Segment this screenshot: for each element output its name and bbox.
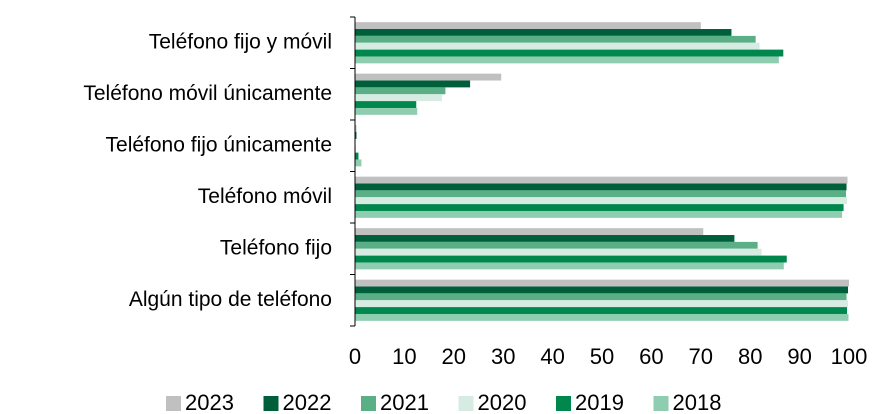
x-tick-label: 80 xyxy=(738,344,762,369)
bar xyxy=(355,190,847,198)
legend-swatch xyxy=(166,396,181,411)
bar xyxy=(355,307,848,314)
category-label: Teléfono móvil únicamente xyxy=(83,82,332,105)
bar xyxy=(355,300,849,308)
x-tick-label: 10 xyxy=(392,344,416,369)
bar xyxy=(355,183,847,191)
legend-swatch xyxy=(653,396,669,411)
bar xyxy=(355,22,701,30)
bar xyxy=(355,87,446,95)
x-tick-label: 100 xyxy=(831,344,868,369)
bar xyxy=(355,101,417,108)
bar xyxy=(355,132,357,139)
legend-label: 2022 xyxy=(283,390,332,414)
bar xyxy=(355,262,784,270)
category-label: Algún tipo de teléfono xyxy=(129,288,332,311)
x-tick-label: 30 xyxy=(491,344,515,369)
x-tick-label: 90 xyxy=(787,344,811,369)
bar xyxy=(355,42,760,50)
legend-swatch xyxy=(556,396,571,411)
x-tick-label: 50 xyxy=(590,344,614,369)
bar xyxy=(355,241,758,249)
legend-swatch xyxy=(361,396,376,411)
x-tick-label: 20 xyxy=(442,344,466,369)
category-label: Teléfono fijo y móvil xyxy=(149,30,332,53)
bar xyxy=(355,228,704,236)
x-tick-label: 0 xyxy=(349,344,361,369)
legend-label: 2018 xyxy=(673,390,722,414)
bar xyxy=(355,49,784,57)
bar xyxy=(355,35,756,43)
bar xyxy=(355,279,849,287)
bar xyxy=(355,286,849,294)
bar xyxy=(355,210,843,218)
legend-label: 2019 xyxy=(575,390,624,414)
legend-label: 2021 xyxy=(380,390,429,414)
bar xyxy=(355,80,471,88)
bar xyxy=(355,73,502,81)
bar xyxy=(355,248,762,256)
legend-label: 2020 xyxy=(478,390,527,414)
bar xyxy=(355,197,848,205)
x-tick-label: 60 xyxy=(639,344,663,369)
category-label: Teléfono móvil xyxy=(198,185,332,208)
bar xyxy=(355,235,735,242)
bar xyxy=(355,125,357,133)
x-tick-label: 70 xyxy=(689,344,713,369)
bar xyxy=(355,293,847,301)
category-label: Teléfono fijo xyxy=(220,236,332,259)
x-tick-label: 40 xyxy=(540,344,564,369)
bar xyxy=(355,255,787,263)
bar xyxy=(355,159,362,167)
bar xyxy=(355,176,848,184)
bar xyxy=(355,56,779,64)
bar xyxy=(355,94,442,102)
bar xyxy=(355,152,359,160)
legend-label: 2023 xyxy=(185,390,234,414)
bar xyxy=(355,107,418,115)
legend-swatch xyxy=(458,396,474,411)
bar xyxy=(355,313,849,321)
legend-swatch xyxy=(263,396,279,411)
bar xyxy=(355,29,732,36)
bar xyxy=(355,204,844,211)
category-label: Teléfono fijo únicamente xyxy=(106,133,332,156)
